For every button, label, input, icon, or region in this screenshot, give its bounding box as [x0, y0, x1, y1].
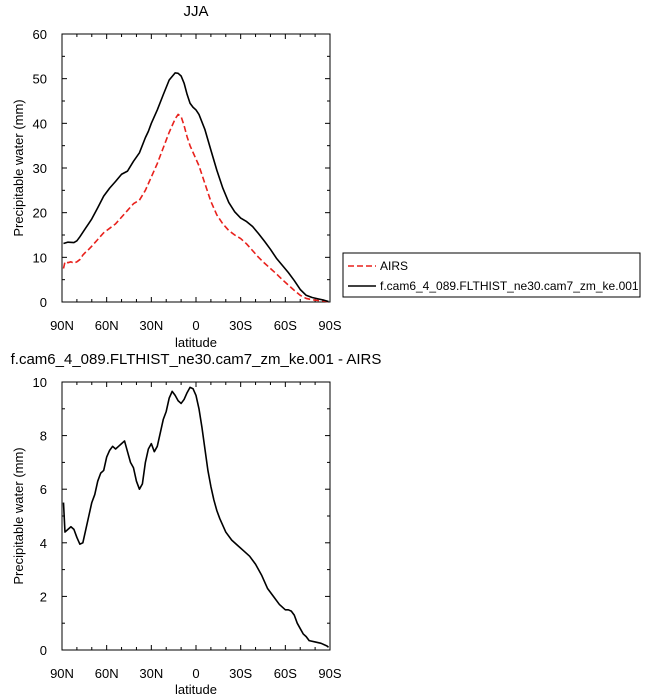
bottom-y-tick-label: 6 [40, 482, 47, 497]
bottom-y-axis-label: Precipitable water (mm) [11, 447, 26, 584]
legend-label-model: f.cam6_4_089.FLTHIST_ne30.cam7_zm_ke.001 [380, 279, 639, 293]
bottom-chart-title: f.cam6_4_089.FLTHIST_ne30.cam7_zm_ke.001… [11, 351, 382, 368]
bottom-axis-ticks: 90N 60N 30N 0 30S 60S 90S 0 2 4 6 8 10 [33, 375, 342, 681]
bottom-panel: f.cam6_4_089.FLTHIST_ne30.cam7_zm_ke.001… [11, 351, 382, 697]
bottom-x-tick-label: 30N [139, 666, 163, 681]
top-x-axis-label: latitude [175, 335, 217, 350]
top-series-line-model [63, 72, 329, 303]
legend-box [342, 252, 641, 298]
bottom-x-axis-label: latitude [175, 682, 217, 697]
bottom-y-tick-label: 2 [40, 589, 47, 604]
top-panel: JJA 90N 60N 30N 0 30S 60S 90S 0 10 20 30 40 50 60 lat… [11, 3, 342, 350]
top-series-line-airs [62, 113, 329, 303]
bottom-y-tick-label: 8 [40, 429, 47, 444]
top-x-tick-label: 60N [95, 318, 119, 333]
top-x-tick-label: 90S [318, 318, 341, 333]
bottom-x-tick-label: 90N [50, 666, 74, 681]
top-chart-title: JJA [183, 3, 208, 20]
top-x-tick-label: 30S [229, 318, 252, 333]
bottom-y-tick-label: 4 [40, 536, 47, 551]
top-y-tick-label: 10 [33, 250, 47, 265]
top-x-tick-label: 90N [50, 318, 74, 333]
top-y-tick-label: 0 [40, 295, 47, 310]
bottom-x-tick-label: 90S [318, 666, 341, 681]
top-axis-ticks: 90N 60N 30N 0 30S 60S 90S 0 10 20 30 40 50 60 [33, 27, 342, 333]
bottom-y-tick-label: 10 [33, 375, 47, 390]
legend: AIRS f.cam6_4_089.FLTHIST_ne30.cam7_zm_k… [342, 252, 641, 298]
bottom-x-tick-label: 30S [229, 666, 252, 681]
bottom-y-tick-label: 0 [40, 643, 47, 658]
top-y-tick-label: 60 [33, 27, 47, 42]
bottom-x-tick-label: 0 [192, 666, 199, 681]
top-plot-frame [61, 33, 331, 303]
top-series-group [62, 72, 329, 303]
top-x-tick-label: 30N [139, 318, 163, 333]
top-x-tick-label: 0 [192, 318, 199, 333]
top-x-tick-label: 60S [274, 318, 297, 333]
bottom-series-line-difference [62, 386, 330, 648]
bottom-x-tick-label: 60S [274, 666, 297, 681]
legend-label-airs: AIRS [380, 259, 408, 273]
bottom-x-tick-label: 60N [95, 666, 119, 681]
top-y-tick-label: 50 [33, 72, 47, 87]
bottom-series-group [62, 386, 330, 648]
top-y-axis-label: Precipitable water (mm) [11, 99, 26, 236]
top-y-tick-label: 30 [33, 161, 47, 176]
top-y-tick-label: 20 [33, 206, 47, 221]
top-y-tick-label: 40 [33, 116, 47, 131]
